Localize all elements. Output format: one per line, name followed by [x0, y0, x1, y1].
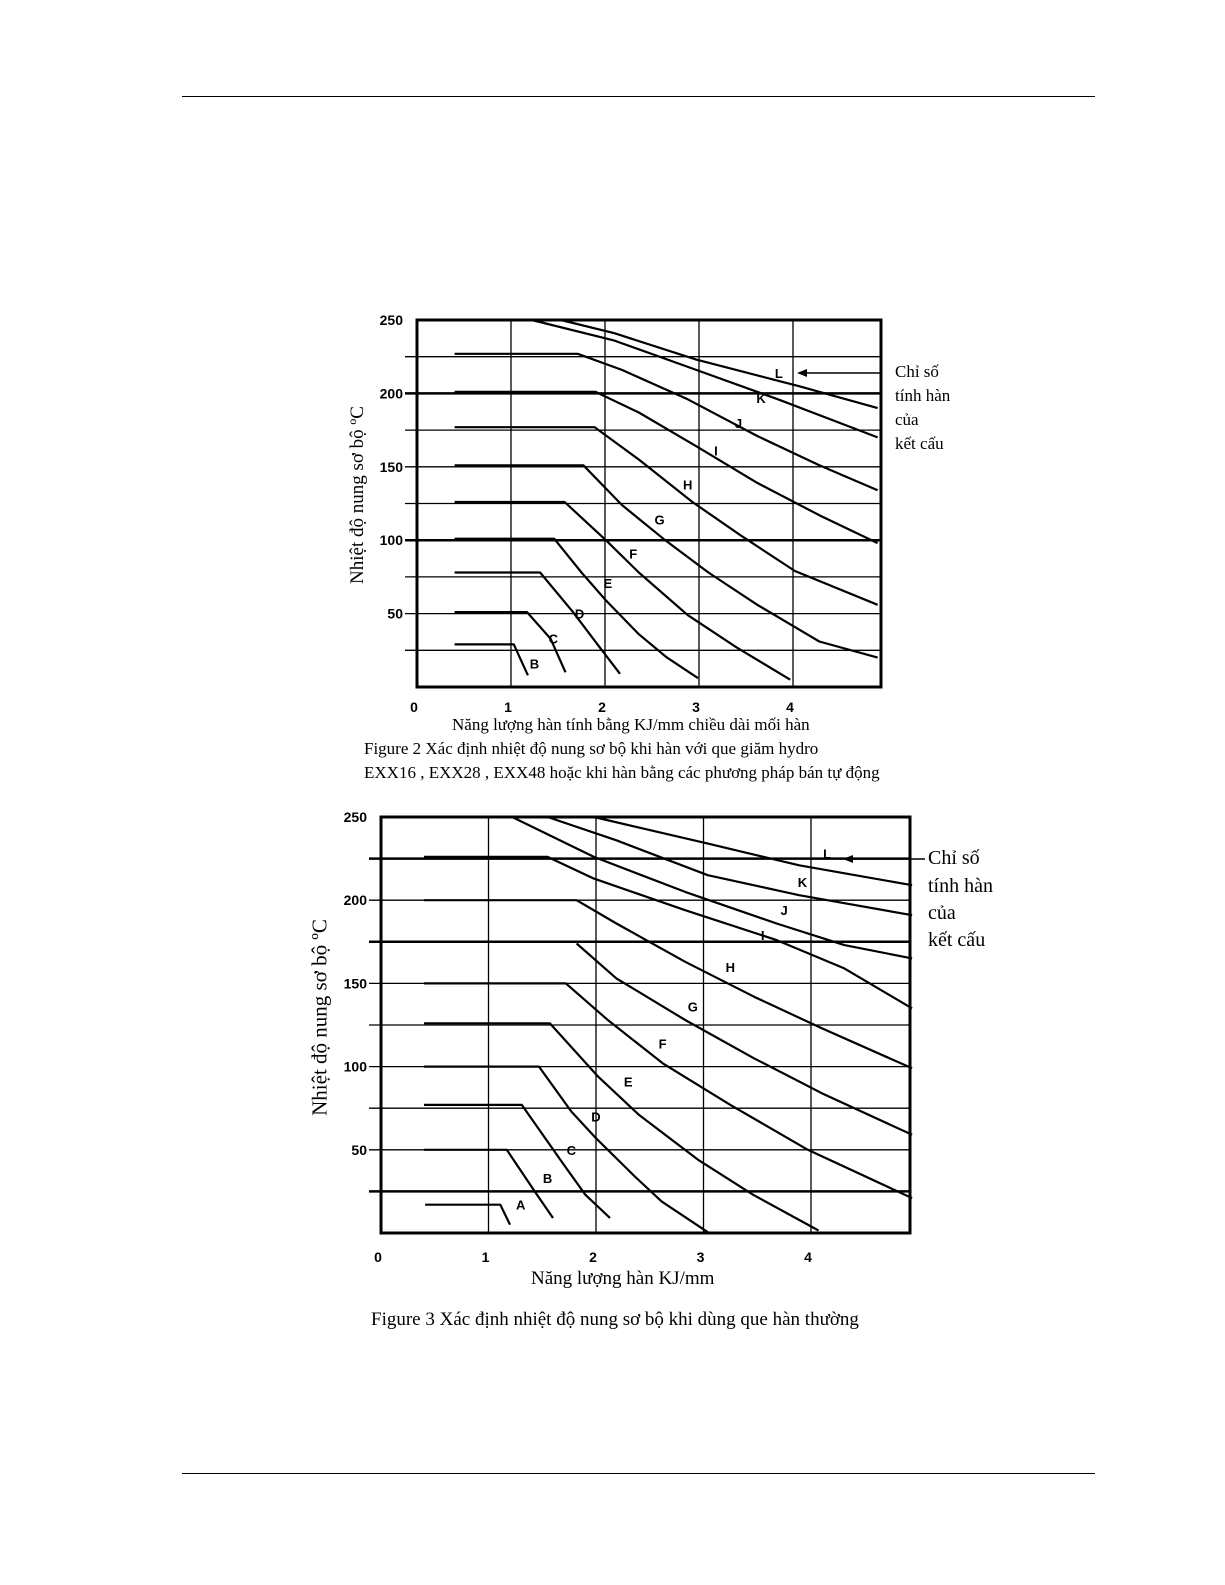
- curve-C: [424, 1103, 611, 1219]
- curve-label-K: K: [756, 391, 766, 406]
- x-tick-label: 1: [504, 699, 512, 715]
- curve-E: [424, 1022, 820, 1232]
- curve-label-D: D: [575, 607, 584, 622]
- curve-label-L: L: [775, 366, 783, 381]
- curve-label-A: A: [516, 1198, 526, 1213]
- y-tick-label: 100: [380, 532, 404, 548]
- arrowhead-icon: [843, 855, 853, 863]
- curve-H: [454, 426, 879, 606]
- curve-K: [547, 815, 913, 917]
- curve-I: [454, 390, 879, 545]
- x-tick-label: 3: [697, 1249, 705, 1265]
- fig3-caption: Figure 3 Xác định nhiệt độ nung sơ bộ kh…: [371, 1309, 859, 1330]
- curve-F: [424, 982, 913, 1200]
- y-tick-label: 100: [344, 1059, 368, 1075]
- curve-label-E: E: [624, 1075, 633, 1090]
- curve-H: [424, 899, 913, 1070]
- y-tick-label: 250: [380, 312, 404, 328]
- curve-label-B: B: [543, 1171, 552, 1186]
- fig2-annotation-line: của: [895, 410, 919, 429]
- y-tick-label: 250: [344, 809, 368, 825]
- x-tick-label: 1: [482, 1249, 490, 1265]
- fig3-xlabel: Năng lượng hàn KJ/mm: [531, 1268, 715, 1289]
- fig2-caption-line2: EXX16 , EXX28 , EXX48 hoặc khi hàn bằng …: [364, 763, 880, 782]
- y-tick-label: 150: [344, 975, 368, 991]
- curve-B: [424, 1148, 554, 1219]
- fig2-annotation-line: tính hàn: [895, 386, 951, 405]
- curve-label-F: F: [659, 1036, 667, 1051]
- y-tick-label: 200: [344, 892, 368, 908]
- curve-label-G: G: [688, 1000, 698, 1015]
- curve-label-K: K: [798, 875, 808, 890]
- curve-D: [454, 571, 621, 675]
- fig2-ylabel: Nhiệt độ nung sơ bộ ºC: [347, 406, 368, 584]
- curve-F: [454, 500, 791, 681]
- curve-J: [511, 816, 913, 960]
- fig2-chart: 0 1 2 3 4 50 100 150 200 250 BC D E F G H I JKL: [380, 312, 883, 715]
- x-tick-label: 4: [786, 699, 794, 715]
- x-tick-label: 0: [410, 699, 418, 715]
- curve-label-D: D: [591, 1110, 600, 1125]
- curve-G: [575, 942, 913, 1136]
- curve-D: [424, 1065, 709, 1234]
- x-tick-label: 2: [589, 1249, 597, 1265]
- curve-L: [593, 815, 913, 887]
- curve-J: [454, 352, 879, 492]
- y-tick-label: 50: [351, 1142, 367, 1158]
- fig3-annotation-line: tính hàn: [928, 875, 993, 897]
- curve-K: [531, 318, 878, 439]
- fig3-annotation-line: của: [928, 902, 956, 924]
- curve-C: [454, 611, 567, 673]
- footer-rule: [182, 1473, 1095, 1474]
- curve-A: [425, 1203, 511, 1226]
- curve-label-J: J: [781, 903, 788, 918]
- x-tick-label: 4: [804, 1249, 812, 1265]
- curve-label-C: C: [549, 632, 559, 647]
- curve-E: [454, 537, 699, 680]
- x-tick-label: 3: [692, 699, 700, 715]
- fig2-annotation-line: Chỉ số: [895, 362, 939, 381]
- curve-label-I: I: [761, 928, 765, 943]
- fig3-chart: 0 1 2 3 4 50 100 150 200 250 A BC D E F G H I JKL: [344, 809, 925, 1265]
- curve-label-L: L: [823, 847, 831, 862]
- curve-label-J: J: [735, 416, 742, 431]
- y-tick-label: 150: [380, 459, 404, 475]
- header-rule: [182, 96, 1095, 97]
- x-tick-label: 2: [598, 699, 606, 715]
- curve-label-H: H: [726, 960, 735, 975]
- fig2-caption-line1: Figure 2 Xác định nhiệt độ nung sơ bộ kh…: [364, 739, 819, 758]
- curve-label-B: B: [530, 657, 539, 672]
- fig2-annotation-line: kết cấu: [895, 434, 944, 453]
- x-tick-label: 0: [374, 1249, 382, 1265]
- curve-B: [454, 643, 529, 676]
- curve-label-I: I: [714, 444, 718, 459]
- curve-L: [560, 318, 878, 410]
- curve-I: [424, 855, 913, 1010]
- fig3-annotation-line: Chỉ số: [928, 847, 980, 869]
- fig2-xlabel: Năng lượng hàn tính bằng KJ/mm chiều dài…: [452, 715, 810, 734]
- curve-label-C: C: [567, 1143, 577, 1158]
- curve-label-F: F: [629, 546, 637, 561]
- fig3-ylabel: Nhiệt độ nung sơ bộ ºC: [307, 919, 332, 1116]
- plot-frame: [415, 318, 883, 689]
- curve-label-G: G: [654, 513, 664, 528]
- curve-label-E: E: [603, 576, 612, 591]
- plot-frame: [379, 815, 912, 1235]
- curve-label-H: H: [683, 477, 692, 492]
- fig3-annotation-line: kết cấu: [928, 929, 986, 951]
- y-tick-label: 200: [380, 385, 404, 401]
- arrowhead-icon: [797, 369, 807, 377]
- curve-G: [454, 464, 878, 659]
- y-tick-label: 50: [387, 606, 403, 622]
